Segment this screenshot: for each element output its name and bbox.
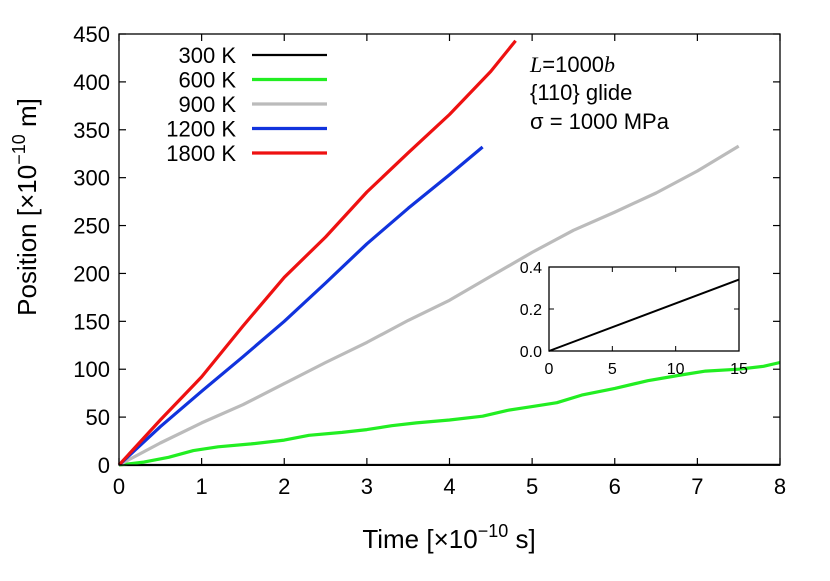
inset-y-tick-label: 0.2 [520,302,542,319]
x-tick-label: 8 [774,474,786,499]
inset-y-tick-label: 0.0 [520,344,542,361]
annotation-box: L=1000b {110} glide σ = 1000 MPa [529,52,670,134]
y-tick-label: 50 [86,405,110,430]
x-tick-label: 1 [196,474,208,499]
x-tick-label: 3 [361,474,373,499]
series-line-1200k [117,145,484,467]
y-tick-label: 450 [73,22,110,47]
inset-x-tick-label: 10 [667,361,685,378]
y-tick-label: 300 [73,166,110,191]
legend-label: 600 K [179,68,237,93]
y-tick-label: 250 [73,214,110,239]
series-line-600k [118,360,781,467]
y-tick-label: 200 [73,261,110,286]
x-tick-label: 4 [443,474,455,499]
y-tick-label: 400 [73,70,110,95]
inset-chart: 0 5 10 15 0.0 0.2 0.4 [520,260,748,378]
x-axis-label: Time [×10−10 s] [362,521,535,554]
y-tick-label: 150 [73,309,110,334]
y-tick-label: 0 [98,453,110,478]
annotation-glide: {110} glide [530,80,632,105]
x-tick-label: 7 [691,474,703,499]
x-tick-label: 6 [609,474,621,499]
y-axis-label: Position [×10−10 m] [9,98,42,316]
inset-x-tick-label: 15 [730,361,748,378]
legend-label: 300 K [179,43,237,68]
legend-label: 1800 K [166,141,236,166]
inset-frame [548,266,740,352]
legend-label: 900 K [179,92,237,117]
x-tick-label: 5 [526,474,538,499]
series-line-900k [118,144,740,467]
inset-x-tick-label: 0 [545,361,554,378]
inset-series-line [548,278,740,352]
x-tick-label: 0 [113,474,125,499]
annotation-length: L=1000b [529,52,615,77]
y-tick-label: 100 [73,357,110,382]
inset-y-tick-label: 0.4 [520,260,542,277]
series-line-1800k [117,39,517,467]
inset-x-tick-label: 5 [608,361,617,378]
y-tick-label: 350 [73,118,110,143]
annotation-stress: σ = 1000 MPa [530,109,670,134]
legend-label: 1200 K [166,117,236,142]
x-tick-label: 2 [278,474,290,499]
